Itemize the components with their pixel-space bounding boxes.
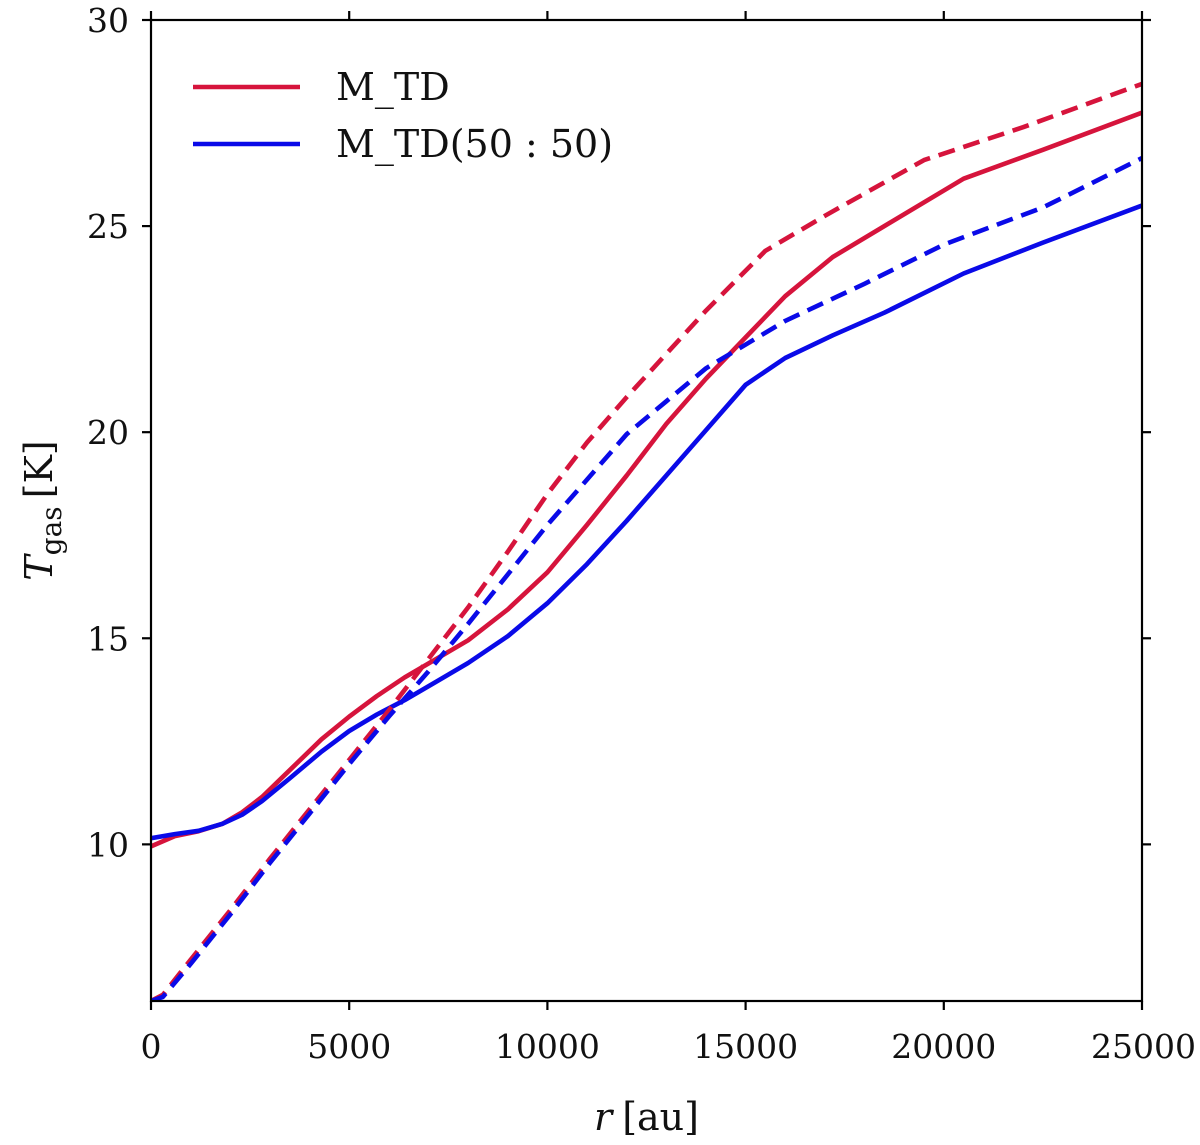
y-axis-sub: gas: [35, 506, 68, 555]
plot-frame: [149, 18, 1144, 1003]
legend-label: M_TD: [336, 65, 450, 110]
series-line-dashed-red: [151, 81, 1142, 1001]
legend: M_TD M_TD(50 : 50): [193, 65, 613, 167]
x-axis-var: r: [594, 1095, 615, 1139]
x-tick-label: 15000: [693, 1027, 798, 1066]
x-tick-label: 5000: [307, 1027, 391, 1066]
x-axis-label: r [au]: [594, 1095, 699, 1139]
axes-layer: 0 5000 10000 15000 20000 25000 10 15 20 25 30 r [au]…: [17, 1, 1196, 1139]
y-axis-unit: [K]: [17, 440, 61, 498]
y-axis-label: Tgas [K]: [17, 440, 68, 580]
y-axis-var: T: [17, 553, 61, 581]
series-line-dashed-blue: [151, 156, 1142, 1001]
y-tick-label: 30: [87, 1, 129, 40]
x-tick-label: 25000: [1091, 1027, 1196, 1066]
y-tick-label: 25: [87, 207, 129, 246]
x-tick-label: 20000: [891, 1027, 996, 1066]
x-tick-label: 10000: [495, 1027, 600, 1066]
series-line-solid-blue: [151, 203, 1142, 841]
series-layer: [151, 81, 1142, 1001]
x-axis-unit: [au]: [622, 1095, 699, 1139]
series-line-solid-red: [151, 110, 1142, 849]
y-tick-label: 10: [87, 825, 129, 864]
x-tick-label: 0: [141, 1027, 162, 1066]
y-tick-label: 15: [87, 619, 129, 658]
y-tick-label: 20: [87, 413, 129, 452]
legend-label: M_TD(50 : 50): [336, 122, 613, 167]
